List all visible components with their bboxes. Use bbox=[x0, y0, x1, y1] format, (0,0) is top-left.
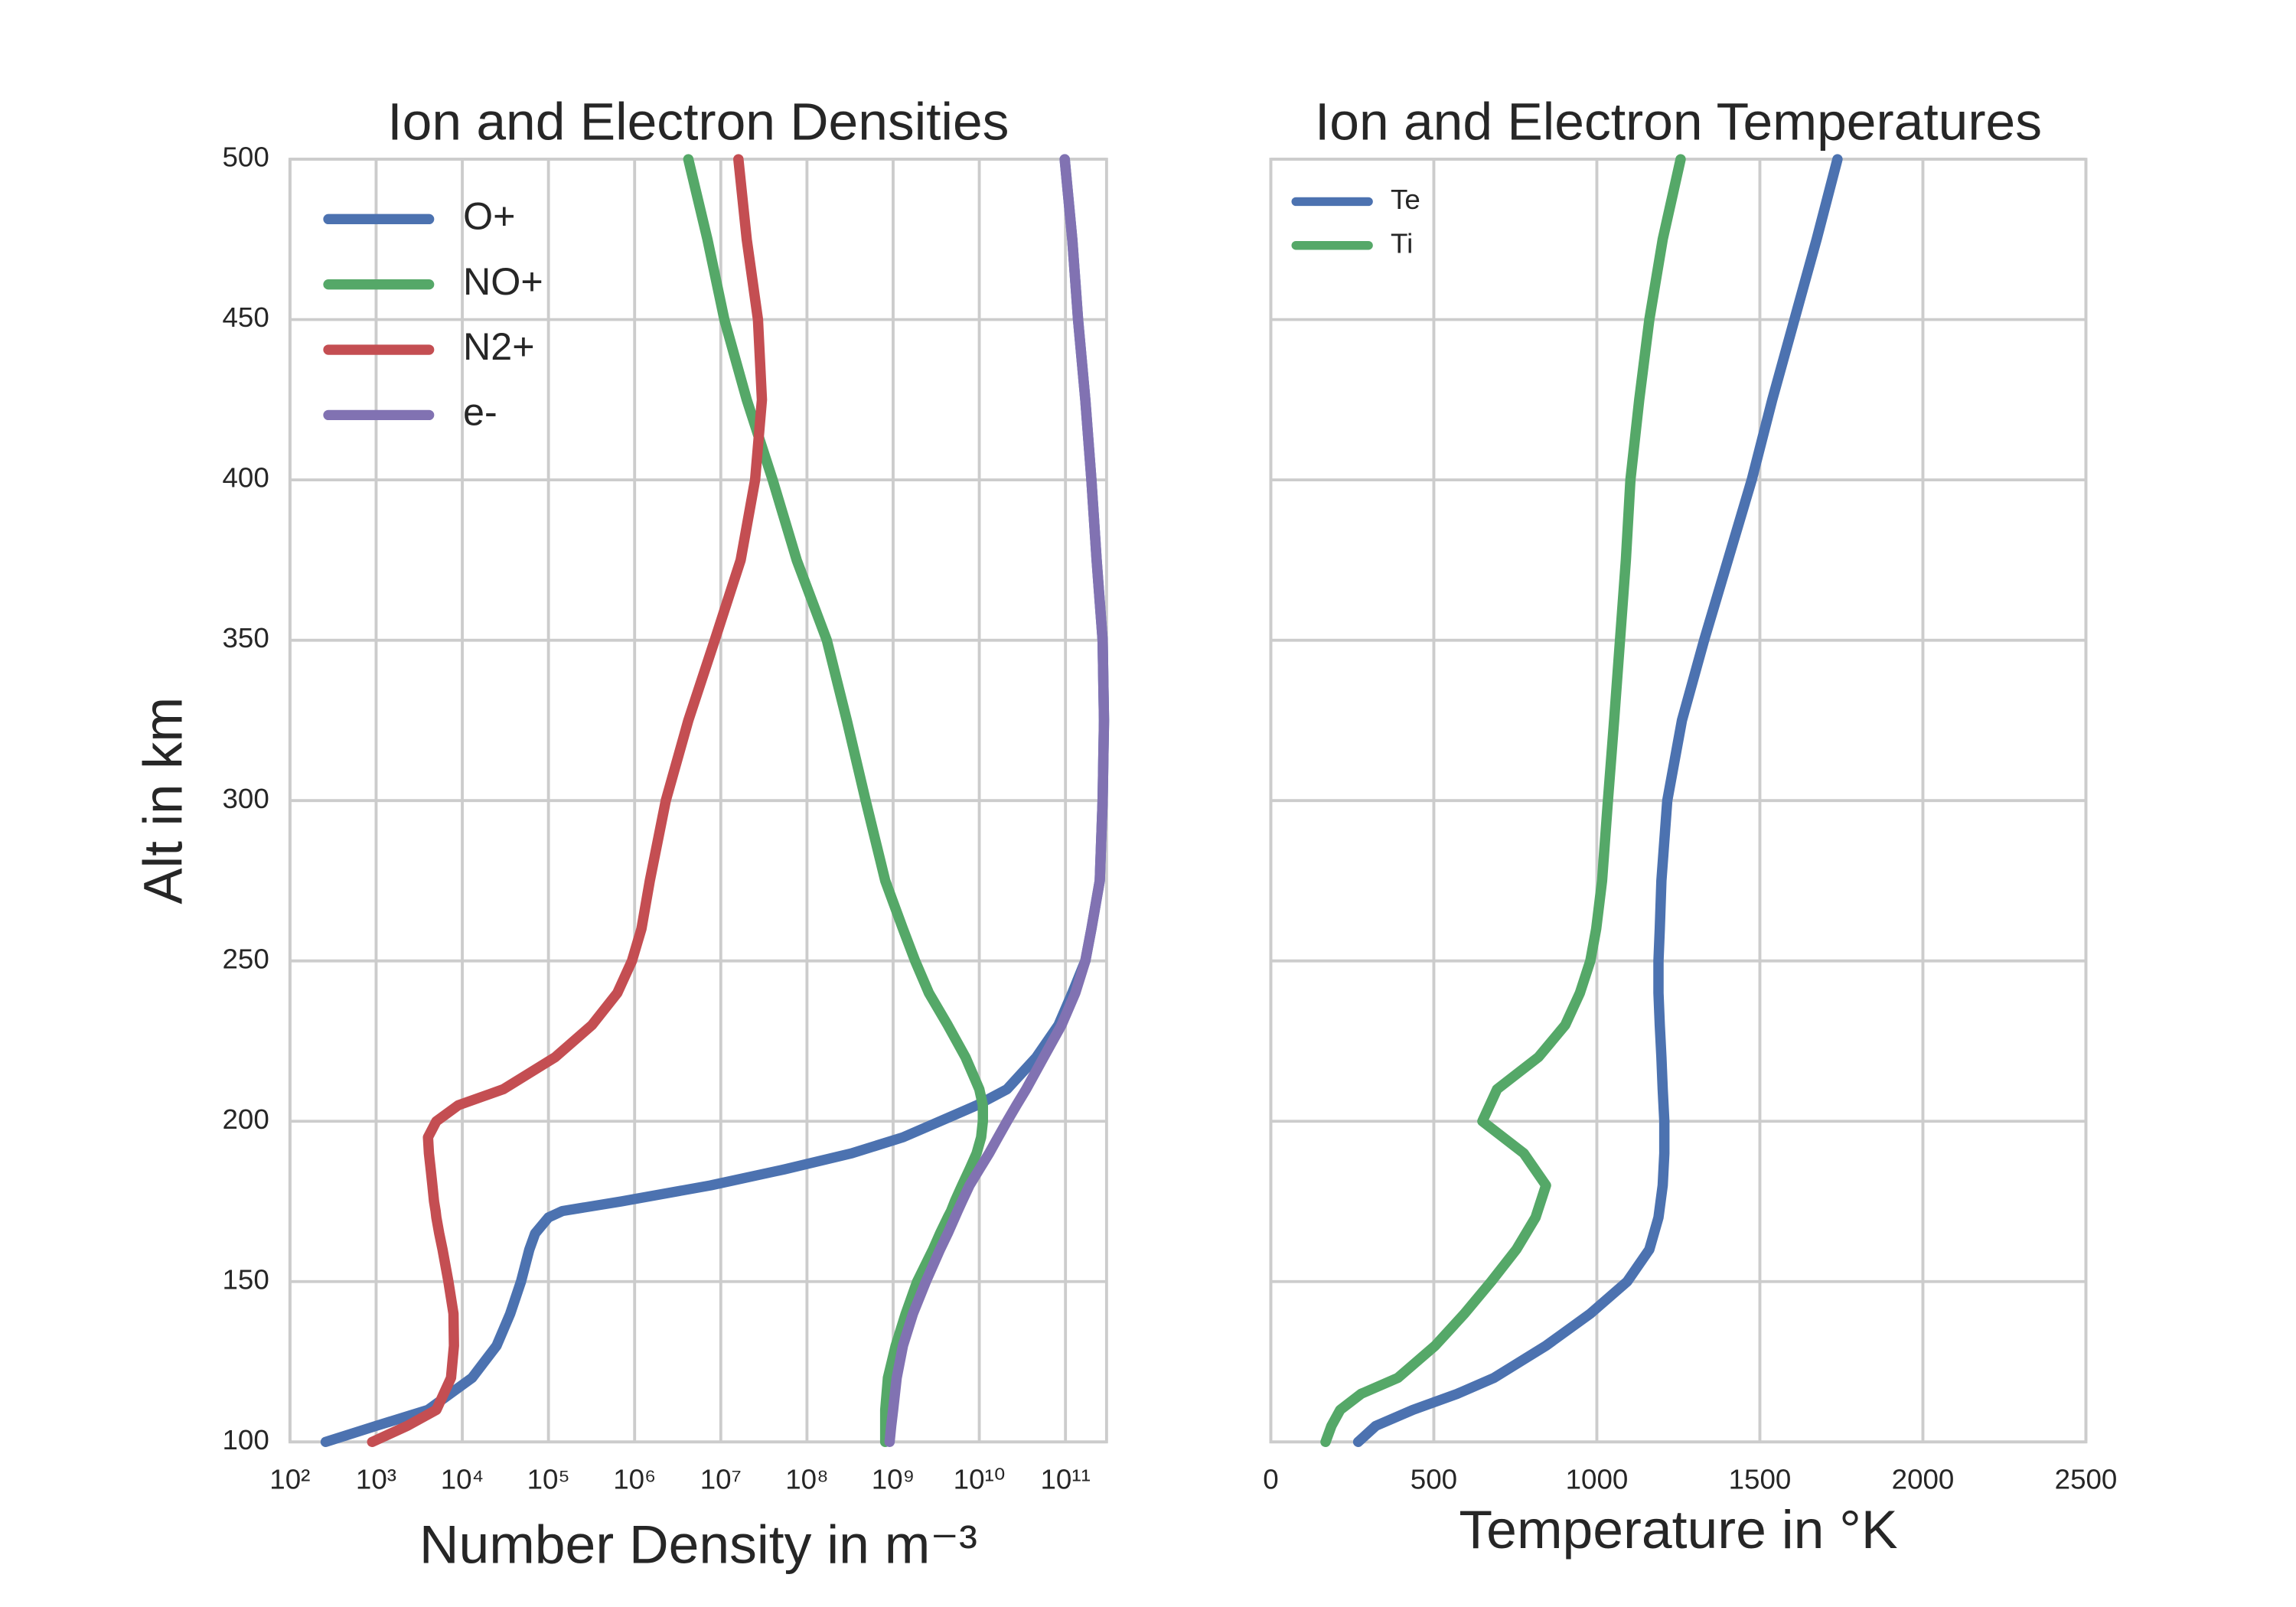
legend-label: e- bbox=[463, 391, 497, 434]
legend-label: N2+ bbox=[463, 325, 535, 368]
x-tick-label: 0 bbox=[1263, 1464, 1278, 1495]
data-line bbox=[367, 154, 768, 1447]
y-tick-label: 250 bbox=[223, 943, 269, 974]
x-tick-label: 10¹⁰ bbox=[954, 1464, 1006, 1495]
legend-label: NO+ bbox=[463, 260, 543, 303]
y-tick-label: 350 bbox=[223, 622, 269, 654]
legend-label: Te bbox=[1391, 184, 1420, 215]
y-tick-label: 300 bbox=[223, 783, 269, 814]
legend-label: Ti bbox=[1391, 228, 1413, 259]
x-tick-label: 10⁷ bbox=[700, 1464, 742, 1495]
y-tick-label: 400 bbox=[223, 462, 269, 494]
x-tick-label: 10⁶ bbox=[613, 1464, 656, 1495]
chart-title: Ion and Electron Temperatures bbox=[1315, 92, 2042, 152]
x-tick-label: 1000 bbox=[1566, 1464, 1629, 1495]
y-tick-label: 200 bbox=[223, 1103, 269, 1135]
y-axis-label: Alt in km bbox=[133, 697, 194, 905]
data-line bbox=[683, 154, 989, 1447]
x-tick-label: 10⁵ bbox=[527, 1464, 570, 1495]
x-tick-label: 2000 bbox=[1892, 1464, 1955, 1495]
x-tick-label: 10⁸ bbox=[785, 1464, 828, 1495]
x-tick-label: 10⁹ bbox=[872, 1464, 915, 1495]
x-axis-label: Temperature in °K bbox=[1459, 1501, 1897, 1561]
x-tick-label: 500 bbox=[1411, 1464, 1457, 1495]
y-tick-label: 100 bbox=[223, 1424, 269, 1455]
x-tick-label: 2500 bbox=[2055, 1464, 2118, 1495]
y-tick-label: 500 bbox=[223, 142, 269, 173]
x-tick-label: 10¹¹ bbox=[1040, 1464, 1090, 1495]
x-axis-label: Number Density in m⁻³ bbox=[419, 1515, 977, 1576]
x-tick-label: 1500 bbox=[1729, 1464, 1792, 1495]
legend-label: O+ bbox=[463, 195, 515, 238]
data-line bbox=[1352, 154, 1843, 1447]
x-tick-label: 10² bbox=[269, 1464, 310, 1495]
chart-title: Ion and Electron Densities bbox=[387, 92, 1009, 152]
y-tick-label: 450 bbox=[223, 302, 269, 333]
y-tick-label: 150 bbox=[223, 1264, 269, 1296]
data-line bbox=[884, 154, 1110, 1447]
data-line bbox=[1320, 154, 1686, 1447]
x-tick-label: 10³ bbox=[356, 1464, 396, 1495]
x-tick-label: 10⁴ bbox=[441, 1464, 484, 1495]
